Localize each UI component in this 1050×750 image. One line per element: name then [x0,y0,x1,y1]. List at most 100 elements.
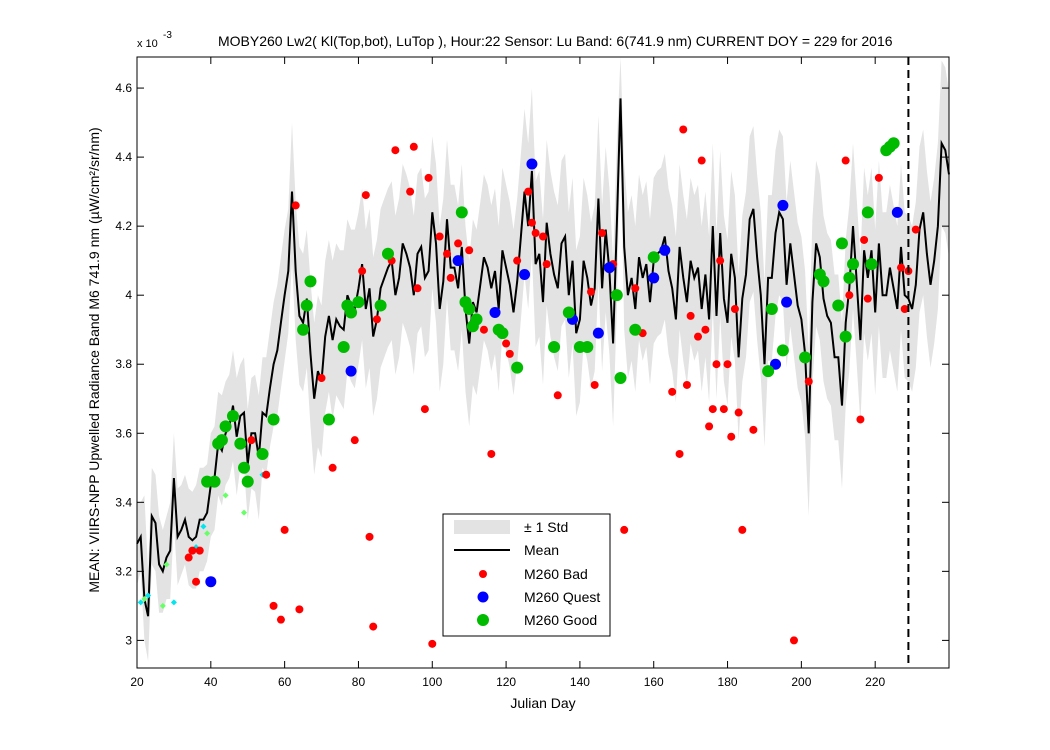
quest-point [659,244,671,256]
good-point [817,275,830,288]
bad-point [789,636,798,645]
extra-cyan-point [145,592,152,599]
y-axis-label: MEAN: VIIRS-NPP Upwelled Radiance Band M… [86,127,102,592]
good-point [226,410,239,423]
good-point [238,461,251,474]
bad-point [697,156,706,165]
good-point [470,313,483,326]
quest-point [603,262,615,274]
plot-area: 20 40 60 80 100 120 140 160 180 200 220 3 3.2 3.4 3.6 3… [115,56,950,689]
bad-point [413,284,422,293]
extra-green-point [241,509,248,516]
extra-cyan-point [200,523,207,530]
y-tick-label: 3 [125,633,132,647]
good-point [208,475,221,488]
x-tick-label: 220 [865,675,885,689]
good-point [322,413,335,426]
y-tick-label: 3.8 [115,357,132,371]
bad-point [708,405,717,414]
quest-point [770,358,782,370]
quest-point [489,306,501,318]
good-point [799,351,812,364]
good-point [234,437,247,450]
y-tick-label: 4.2 [115,219,132,233]
legend-good-swatch [477,614,489,626]
good-point [629,323,642,336]
bad-point [682,380,691,389]
bad-point [911,225,920,234]
bad-point [361,191,370,200]
legend-bad-swatch [479,570,487,578]
bad-point [553,391,562,400]
bad-point [446,273,455,282]
good-point [297,323,310,336]
quest-point [205,576,217,588]
bad-point [276,615,285,624]
y-tick-label: 3.6 [115,426,132,440]
good-point [374,299,387,312]
bad-point [435,232,444,241]
x-tick-label: 180 [718,675,738,689]
good-point [548,340,561,353]
bad-point [328,463,337,472]
bad-point [679,125,688,134]
bad-point [620,525,629,534]
bad-point [668,387,677,396]
bad-point [350,436,359,445]
good-point [455,206,468,219]
mean-line [136,98,950,617]
bad-point [712,360,721,369]
good-point [581,340,594,353]
bad-point [527,218,536,227]
good-point [865,258,878,271]
std-band [137,57,949,662]
y-multiplier-exponent: -3 [163,30,172,41]
quest-point [526,158,538,170]
bad-point [897,263,906,272]
good-point [765,302,778,315]
bad-point [195,546,204,555]
bad-point [502,339,511,348]
bad-point [505,349,514,358]
good-point [304,275,317,288]
extra-cyan-point [170,599,177,606]
bad-point [409,142,418,151]
good-point [496,327,509,340]
bad-point [188,546,197,555]
good-point [610,289,623,302]
bad-point [856,415,865,424]
bad-point [701,325,710,334]
extra-green-point [222,492,229,499]
extra-cyan-point [137,599,144,606]
legend-std-swatch [454,520,510,534]
good-point [887,137,900,150]
y-multiplier-base: x 10 [137,38,158,50]
bad-point [900,304,909,313]
bad-point [723,360,732,369]
axes-frame [136,56,950,669]
good-point [511,361,524,374]
quest-point [452,255,464,267]
bad-point [734,408,743,417]
good-point [562,306,575,319]
bad-point [424,173,433,182]
bad-point [804,377,813,386]
legend-mean-label: Mean [524,542,559,558]
bad-point [391,146,400,155]
good-point [300,299,313,312]
x-tick-label: 200 [791,675,811,689]
bad-point [428,639,437,648]
bad-point [420,405,429,414]
legend-bad-label: M260 Bad [524,566,588,582]
bad-point [705,422,714,431]
good-point [219,420,232,433]
extra-green-point [163,561,170,568]
x-tick-label: 40 [204,675,218,689]
bad-point [863,294,872,303]
bad-point [590,380,599,389]
x-tick-label: 140 [570,675,590,689]
legend-good-label: M260 Good [524,612,597,628]
good-point [215,434,228,447]
good-point [647,251,660,264]
